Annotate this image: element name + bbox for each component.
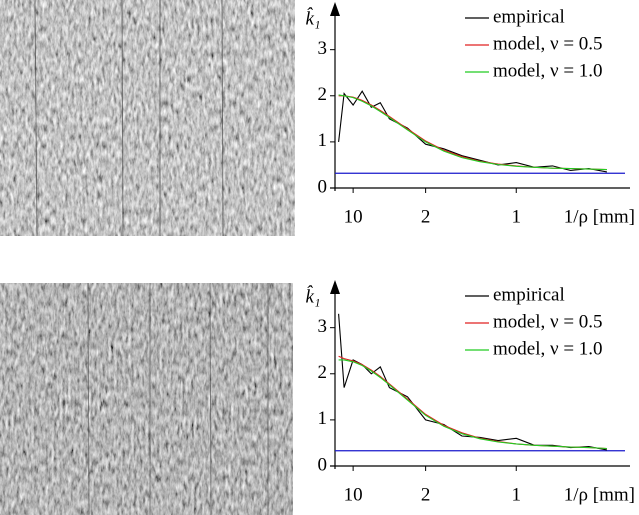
- legend-label: model, ν = 0.5: [493, 311, 603, 332]
- legend-label: model, ν = 1.0: [493, 60, 603, 81]
- series-line: [338, 313, 607, 451]
- y-tick-label: 0: [318, 176, 328, 197]
- y-axis-arrow: [330, 280, 340, 294]
- x-tick-label: 1: [512, 206, 522, 227]
- x-tick-label: 2: [421, 206, 431, 227]
- series-line: [338, 355, 607, 450]
- texture-image: [0, 0, 295, 236]
- legend-label: empirical: [493, 284, 565, 305]
- series-line: [338, 90, 607, 173]
- y-axis-label: k̂₁: [305, 8, 320, 30]
- y-tick-label: 0: [318, 454, 328, 475]
- x-tick-label: 10: [344, 206, 363, 227]
- x-axis-label: 1/ρ [mm]: [564, 484, 635, 505]
- legend-label: empirical: [493, 6, 565, 27]
- x-tick-label: 10: [344, 484, 363, 505]
- y-tick-label: 2: [318, 84, 328, 105]
- y-axis-arrow: [330, 2, 340, 16]
- y-axis-label: k̂₁: [305, 286, 320, 308]
- x-tick-label: 2: [421, 484, 431, 505]
- y-tick-label: 3: [318, 316, 328, 337]
- legend-label: model, ν = 1.0: [493, 338, 603, 359]
- y-tick-label: 2: [318, 362, 328, 383]
- x-tick-label: 1: [512, 484, 522, 505]
- series-line: [338, 359, 607, 450]
- texture-image: [0, 283, 293, 515]
- y-tick-label: 1: [318, 130, 328, 151]
- chart: k̂₁ 0 1 2 3 10 2 1 1/ρ [mm] empirical model, ν = 0…: [305, 280, 635, 505]
- x-axis-label: 1/ρ [mm]: [564, 206, 635, 227]
- legend-label: model, ν = 0.5: [493, 33, 603, 54]
- series-line: [338, 94, 607, 171]
- y-tick-label: 1: [318, 408, 328, 429]
- y-tick-label: 3: [318, 38, 328, 59]
- chart: k̂₁ 0 1 2 3 10 2 1 1/ρ [mm] empirical model, ν = 0…: [305, 2, 635, 227]
